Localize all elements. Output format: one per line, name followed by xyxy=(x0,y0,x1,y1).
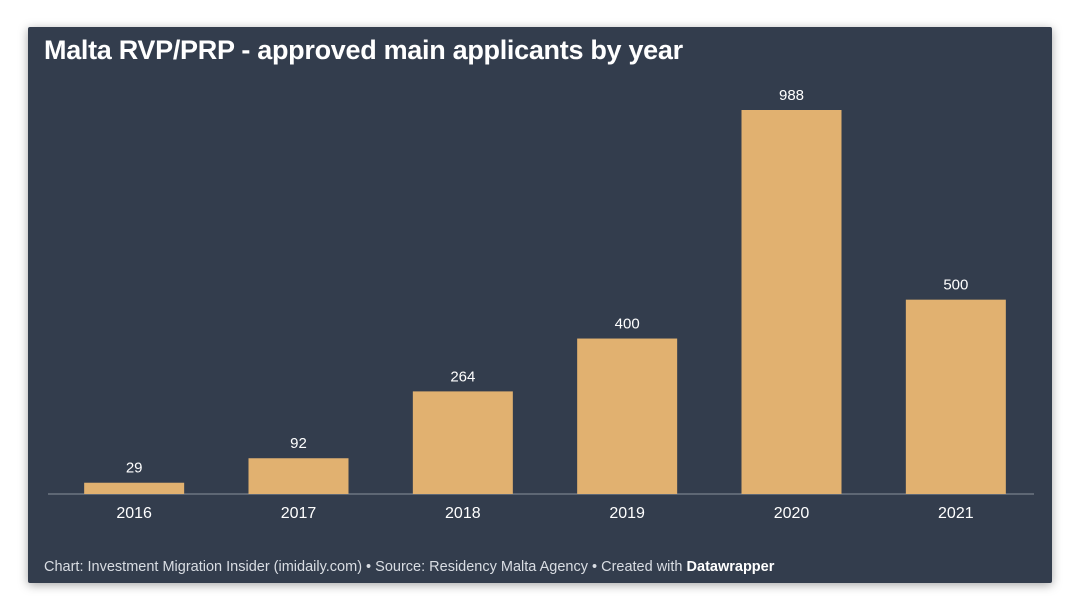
value-label-2020: 988 xyxy=(779,87,804,104)
bars-group xyxy=(84,110,1006,494)
value-label-2016: 29 xyxy=(126,460,143,477)
bar-2017 xyxy=(248,458,349,494)
chart-footer: Chart: Investment Migration Insider (imi… xyxy=(44,559,774,575)
bar-2016 xyxy=(84,482,185,494)
tick-label-2017: 2017 xyxy=(281,505,317,522)
footer-created-with: Created with xyxy=(601,559,687,575)
tick-label-2019: 2019 xyxy=(609,505,645,522)
tick-label-2016: 2016 xyxy=(116,505,152,522)
bar-2019 xyxy=(577,338,678,494)
tick-labels-group: 2016 2017 2018 2019 2020 2021 xyxy=(116,505,973,522)
bar-2018 xyxy=(412,391,513,494)
footer-tool-link[interactable]: Datawrapper xyxy=(686,559,775,575)
tick-label-2020: 2020 xyxy=(774,505,810,522)
value-labels-group: 29 92 264 400 988 500 xyxy=(126,87,969,477)
bar-2021 xyxy=(905,299,1006,494)
value-label-2017: 92 xyxy=(290,435,307,452)
value-label-2019: 400 xyxy=(615,316,640,333)
footer-source: Source: Residency Malta Agency xyxy=(375,559,588,575)
bar-2020 xyxy=(741,110,842,494)
tick-label-2018: 2018 xyxy=(445,505,481,522)
chart-title: Malta RVP/PRP - approved main applicants… xyxy=(44,35,683,65)
footer-credit: Chart: Investment Migration Insider (imi… xyxy=(44,559,363,575)
footer-separator: • xyxy=(587,559,602,575)
value-label-2018: 264 xyxy=(450,368,475,385)
bar-chart: 29 92 264 400 988 500 2016 2017 2018 2019 2020 202… xyxy=(48,87,1034,522)
tick-label-2021: 2021 xyxy=(938,505,974,522)
value-label-2021: 500 xyxy=(943,277,968,294)
chart-card: Malta RVP/PRP - approved main applicants… xyxy=(28,27,1052,583)
footer-separator: • xyxy=(362,559,376,575)
